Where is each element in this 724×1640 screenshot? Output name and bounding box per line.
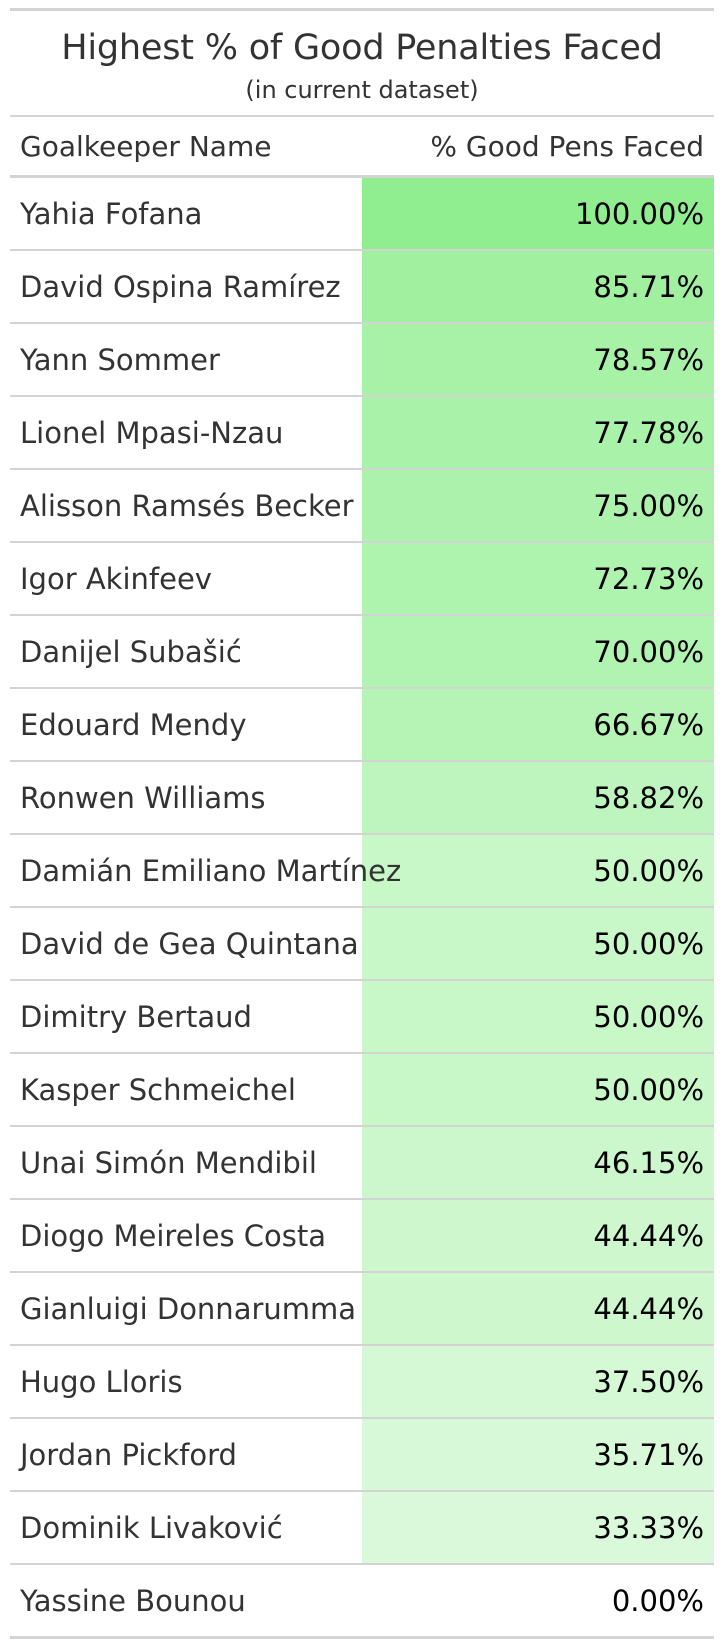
goalkeeper-name: Yann Sommer — [10, 323, 362, 397]
good-pens-pct: 33.33% — [362, 1491, 714, 1565]
good-pens-pct: 50.00% — [362, 1053, 714, 1127]
goalkeeper-name: Danijel Subašić — [10, 615, 362, 689]
goalkeeper-table: Goalkeeper Name % Good Pens Faced Yahia … — [10, 117, 714, 1639]
good-pens-pct: 37.50% — [362, 1345, 714, 1419]
header-row: Goalkeeper Name % Good Pens Faced — [10, 117, 714, 178]
column-header-name: Goalkeeper Name — [10, 117, 362, 178]
good-pens-pct: 77.78% — [362, 396, 714, 470]
table-row: Jordan Pickford 35.71% — [10, 1418, 714, 1492]
table-row: Lionel Mpasi-Nzau 77.78% — [10, 396, 714, 470]
goalkeeper-name: Gianluigi Donnarumma — [10, 1272, 362, 1346]
goalkeeper-name: Yassine Bounou — [10, 1564, 362, 1639]
table-row: Yann Sommer 78.57% — [10, 323, 714, 397]
good-pens-pct: 44.44% — [362, 1199, 714, 1273]
table-row: Yahia Fofana 100.00% — [10, 176, 714, 251]
table-row: Alisson Ramsés Becker 75.00% — [10, 469, 714, 543]
goalkeeper-name: Dimitry Bertaud — [10, 980, 362, 1054]
table-title: Highest % of Good Penalties Faced — [61, 28, 663, 68]
good-pens-pct: 44.44% — [362, 1272, 714, 1346]
goalkeeper-name: Damián Emiliano Martínez — [10, 834, 401, 908]
table-row: Dimitry Bertaud 50.00% — [10, 980, 714, 1054]
column-header-pct: % Good Pens Faced — [362, 117, 714, 178]
good-pens-pct: 46.15% — [362, 1126, 714, 1200]
good-pens-pct: 58.82% — [362, 761, 714, 835]
goalkeeper-name: Dominik Livaković — [10, 1491, 362, 1565]
goalkeeper-name: Alisson Ramsés Becker — [10, 469, 362, 543]
table-row: Kasper Schmeichel 50.00% — [10, 1053, 714, 1127]
goalkeeper-name: David Ospina Ramírez — [10, 250, 362, 324]
good-pens-pct: 70.00% — [362, 615, 714, 689]
table-row: Ronwen Williams 58.82% — [10, 761, 714, 835]
table-row: Diogo Meireles Costa 44.44% — [10, 1199, 714, 1273]
good-pens-pct: 85.71% — [362, 250, 714, 324]
goalkeeper-name: Hugo Lloris — [10, 1345, 362, 1419]
good-pens-pct: 0.00% — [362, 1564, 714, 1639]
good-pens-pct: 50.00% — [362, 980, 714, 1054]
good-pens-pct: 78.57% — [362, 323, 714, 397]
table-body: Yahia Fofana 100.00% David Ospina Ramírez 8… — [10, 176, 714, 1639]
table-row: Igor Akinfeev 72.73% — [10, 542, 714, 616]
good-pens-pct: 66.67% — [362, 688, 714, 762]
good-pens-pct: 100.00% — [362, 176, 714, 251]
goalkeeper-name: David de Gea Quintana — [10, 907, 362, 981]
table-row: Dominik Livaković 33.33% — [10, 1491, 714, 1565]
goalkeeper-name: Unai Simón Mendibil — [10, 1126, 362, 1200]
goalkeeper-name: Kasper Schmeichel — [10, 1053, 362, 1127]
table-subtitle: (in current dataset) — [245, 76, 479, 104]
table-row: Gianluigi Donnarumma 44.44% — [10, 1272, 714, 1346]
good-pens-pct: 35.71% — [362, 1418, 714, 1492]
table-row: Yassine Bounou 0.00% — [10, 1564, 714, 1639]
good-pens-pct: 75.00% — [362, 469, 714, 543]
table-row: David de Gea Quintana 50.00% — [10, 907, 714, 981]
table-row: Unai Simón Mendibil 46.15% — [10, 1126, 714, 1200]
top-rule — [10, 8, 714, 11]
goalkeeper-name: Edouard Mendy — [10, 688, 362, 762]
goalkeeper-name: Diogo Meireles Costa — [10, 1199, 362, 1273]
good-pens-pct: 50.00% — [362, 834, 714, 908]
header-rule — [10, 115, 714, 117]
table-row: David Ospina Ramírez 85.71% — [10, 250, 714, 324]
goalkeeper-name: Yahia Fofana — [10, 176, 362, 251]
table-row: Damián Emiliano Martínez 50.00% — [10, 834, 714, 908]
table-row: Hugo Lloris 37.50% — [10, 1345, 714, 1419]
table-row: Danijel Subašić 70.00% — [10, 615, 714, 689]
goalkeeper-name: Ronwen Williams — [10, 761, 362, 835]
good-pens-pct: 72.73% — [362, 542, 714, 616]
table-container: Highest % of Good Penalties Faced (in cu… — [10, 8, 714, 1639]
goalkeeper-name: Lionel Mpasi-Nzau — [10, 396, 362, 470]
goalkeeper-name: Jordan Pickford — [10, 1418, 362, 1492]
table-row: Edouard Mendy 66.67% — [10, 688, 714, 762]
good-pens-pct: 50.00% — [362, 907, 714, 981]
goalkeeper-name: Igor Akinfeev — [10, 542, 362, 616]
